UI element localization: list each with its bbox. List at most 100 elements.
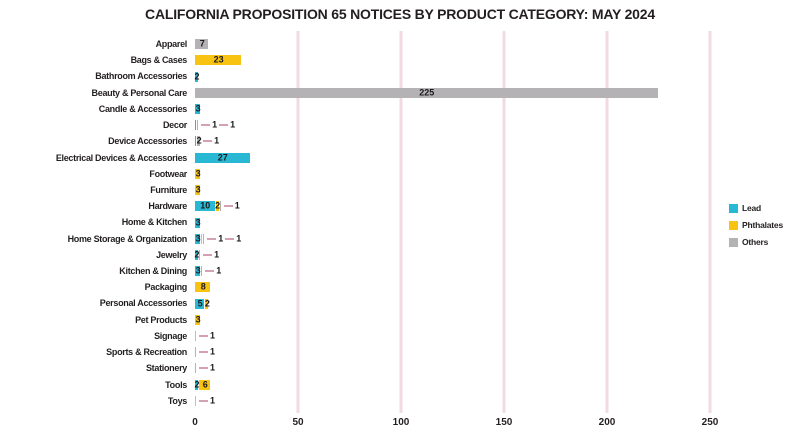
category-label: Decor	[162, 120, 187, 131]
legend-label: Phthalates	[742, 220, 783, 230]
leader-value-label: 1	[236, 233, 242, 244]
category-label: Packaging	[144, 282, 188, 293]
bar-segment-lead	[195, 379, 200, 390]
category-label: Home & Kitchen	[121, 217, 188, 228]
gridline	[502, 31, 506, 413]
gridline	[708, 31, 712, 413]
value-label: 2	[194, 249, 200, 260]
category-label: Pet Products	[135, 314, 187, 325]
x-tick-label: 50	[292, 417, 304, 428]
bar-segment-lead	[195, 120, 198, 131]
legend-label: Others	[742, 237, 769, 247]
category-label: Personal Accessories	[99, 298, 188, 309]
x-tick-label: 150	[495, 417, 513, 428]
value-label: 23	[213, 54, 224, 65]
leader-value-label: 1	[214, 249, 220, 260]
leader-line	[223, 205, 233, 208]
gridline	[296, 31, 300, 413]
legend-item: Phthalates	[729, 220, 783, 230]
category-label: Bags & Cases	[130, 55, 188, 66]
bar-segment-others	[195, 347, 198, 358]
leader-value-label: 1	[210, 330, 216, 341]
leader-line	[199, 351, 209, 354]
legend-swatch	[729, 203, 738, 213]
category-label: Jewelry	[156, 249, 187, 260]
bar-segment-phthalates	[195, 331, 198, 342]
category-label: Furniture	[150, 184, 187, 195]
x-tick-label: 100	[392, 417, 410, 428]
value-label: 3	[195, 103, 201, 114]
bar-segment-lead	[195, 71, 200, 82]
value-label: 6	[202, 379, 208, 390]
category-label: Toys	[167, 395, 187, 406]
bar-segment-phthalates	[199, 379, 212, 390]
leader-line	[219, 124, 229, 127]
leader-value-label: 1	[214, 135, 220, 146]
leader-value-label: 1	[234, 200, 240, 211]
legend: Lead Phthalates Others	[729, 203, 783, 254]
value-label: 2	[204, 298, 210, 309]
leader-value-label: 1	[210, 362, 216, 373]
leader-line	[199, 399, 209, 402]
bar-segment-lead	[195, 233, 202, 244]
category-label: Sports & Recreation	[106, 347, 187, 358]
leader-value-label: 1	[218, 233, 224, 244]
legend-label: Lead	[742, 203, 762, 213]
bar-segment-lead	[195, 103, 202, 114]
bar-segment-lead	[195, 298, 206, 309]
bar-segment-phthalates	[195, 168, 202, 179]
bar-segment-lead	[195, 249, 200, 260]
bar-segment-phthalates	[195, 55, 243, 66]
bar-segment-phthalates	[195, 282, 212, 293]
value-label: 8	[200, 281, 206, 292]
category-label: Candle & Accessories	[98, 103, 188, 114]
bar-segment-others	[219, 201, 222, 212]
category-label: Hardware	[148, 201, 187, 212]
leader-line	[199, 367, 209, 370]
leader-value-label: 1	[210, 346, 216, 357]
value-label: 5	[197, 298, 203, 309]
bar-segment-phthalates	[215, 201, 220, 212]
category-label: Bathroom Accessories	[95, 71, 187, 82]
leader-line	[207, 237, 217, 240]
value-label: 3	[195, 184, 201, 195]
leader-value-label: 1	[212, 119, 218, 130]
category-label: Tools	[165, 379, 187, 390]
category-label: Kitchen & Dining	[119, 266, 187, 277]
legend-swatch	[729, 220, 738, 230]
value-label: 3	[195, 314, 201, 325]
bar-segment-others	[195, 87, 659, 98]
bar-segment-others	[199, 249, 202, 260]
leader-value-label: 1	[230, 119, 236, 130]
value-label: 2	[196, 135, 202, 146]
bar-segment-phthalates	[195, 185, 202, 196]
leader-line	[203, 140, 213, 143]
bar-segment-others	[195, 39, 210, 50]
value-label: 3	[195, 265, 201, 276]
legend-item: Others	[729, 237, 783, 247]
value-label: 3	[195, 168, 201, 179]
gridline	[605, 31, 609, 413]
value-label: 27	[217, 152, 228, 163]
value-label: 3	[195, 233, 201, 244]
bar-segment-phthalates	[205, 298, 210, 309]
value-label: 3	[195, 217, 201, 227]
category-label: Electrical Devices & Accessories	[55, 152, 187, 163]
bar-segment-lead	[195, 136, 198, 147]
leader-line	[205, 270, 215, 273]
plot-area: 7 23 2 225 3 1 1 2 1 27 3 3 10 2 1 3 3 1 1 2 1 3 1 8 5 2 3 1 1 1 2 6 1	[194, 31, 755, 413]
value-label: 2	[215, 200, 221, 211]
legend-item: Lead	[729, 203, 783, 213]
value-label: 2	[194, 71, 200, 82]
leader-line	[201, 124, 211, 127]
value-label: 225	[419, 87, 435, 98]
bar-segment-phthalates	[195, 314, 202, 325]
leader-value-label: 1	[216, 265, 222, 276]
category-label: Footwear	[149, 168, 187, 179]
legend-swatch	[729, 237, 738, 247]
x-tick-label: 0	[192, 417, 198, 428]
bar-segment-others	[201, 266, 204, 277]
bar-segment-others	[195, 363, 198, 374]
value-label: 2	[194, 379, 200, 390]
